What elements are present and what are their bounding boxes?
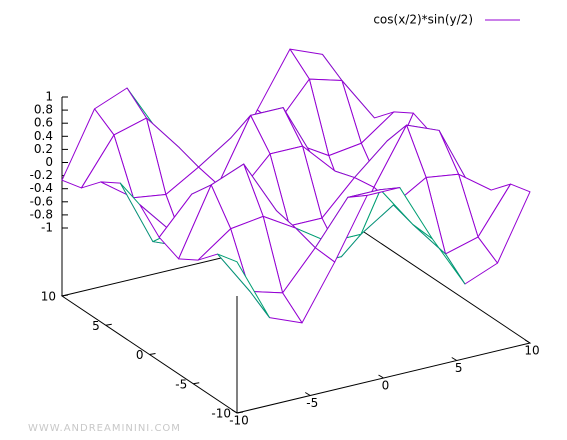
- z-tick-label: 0.8: [34, 103, 53, 117]
- x-tick-label: -10: [229, 414, 249, 428]
- y-tick-label: -10: [211, 407, 231, 421]
- z-tick-label: 0.6: [34, 116, 53, 130]
- y-tick: [105, 323, 112, 326]
- z-tick-label: 1: [45, 90, 53, 104]
- x-tick-label: -5: [306, 396, 318, 410]
- y-tick-label: 0: [136, 348, 144, 362]
- x-tick: [378, 374, 384, 379]
- y-tick-label: -5: [175, 377, 187, 391]
- y-tick: [193, 382, 200, 385]
- z-tick-label: -0.2: [30, 168, 53, 182]
- z-tick-label: -1: [41, 221, 53, 235]
- x-tick-label: 0: [382, 379, 390, 393]
- z-tick-label: -0.8: [30, 207, 53, 221]
- x-tick: [304, 392, 311, 396]
- y-tick-label: 10: [41, 290, 56, 304]
- y-tick-label: 5: [92, 319, 100, 333]
- y-tick: [236, 411, 244, 414]
- z-tick-label: 0.4: [34, 129, 53, 143]
- z-tick-label: -0.6: [30, 194, 53, 208]
- y-tick: [149, 353, 156, 355]
- x-tick-label: 10: [524, 344, 539, 358]
- z-tick-label: -0.4: [30, 181, 53, 195]
- x-tick: [451, 357, 458, 361]
- z-tick-label: 0.2: [34, 142, 53, 156]
- z-tick-label: 0: [45, 155, 53, 169]
- x-tick: [524, 339, 531, 344]
- x-tick: [231, 409, 238, 414]
- watermark: WWW.ANDREAMININI.COM: [28, 423, 181, 434]
- y-tick: [61, 294, 69, 297]
- x-tick-label: 5: [455, 361, 463, 375]
- legend-label: cos(x/2)*sin(y/2): [373, 13, 473, 27]
- surface-cell: [217, 253, 271, 319]
